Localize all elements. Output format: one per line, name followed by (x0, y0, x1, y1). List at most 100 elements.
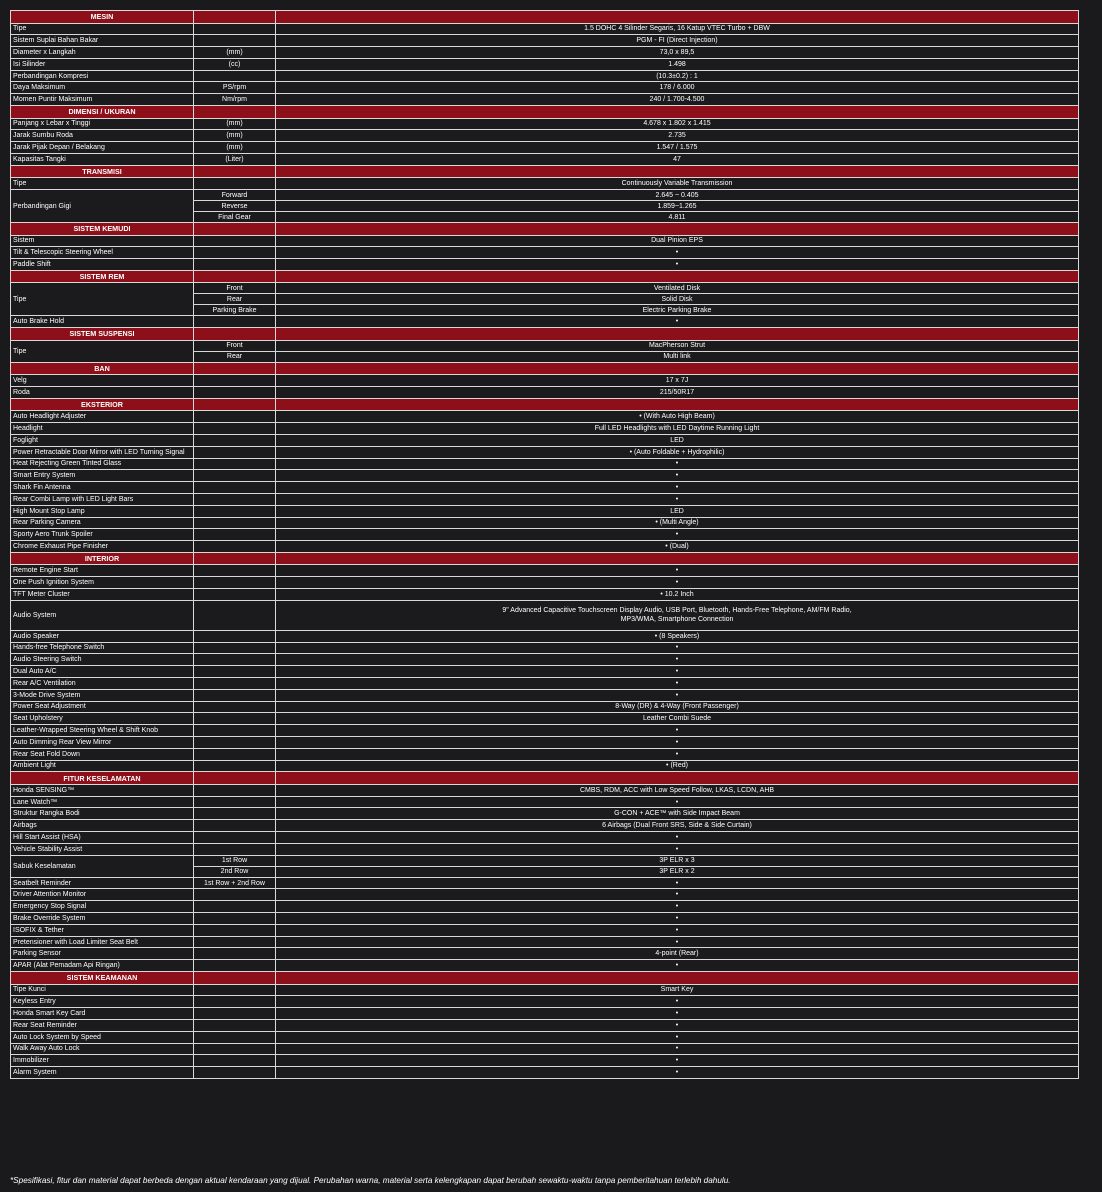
spec-unit (193, 688, 276, 702)
spec-value: • (275, 959, 1079, 973)
section-header-interior: INTERIOR (10, 551, 1079, 566)
spec-label: Chrome Exhaust Pipe Finisher (10, 540, 194, 553)
spec-label: Alarm System (10, 1066, 194, 1079)
spec-unit: 2nd Row (193, 865, 276, 878)
spec-row: Lane Watch™ • (10, 795, 1079, 809)
section-title: SISTEM REM (10, 269, 194, 284)
spec-unit: 1st Row (193, 854, 276, 867)
spec-row: Sabuk Keselamatan 1st Row 3P ELR x 3 (10, 854, 1079, 878)
spec-label: Auto Headlight Adjuster (10, 410, 194, 424)
spec-unit (193, 831, 276, 844)
spec-unit (193, 923, 276, 937)
section-header-mesin: MESIN (10, 10, 1079, 24)
section-header-spacer (275, 551, 1079, 566)
spec-value: 6 Airbags (Dual Front SRS, Side & Side C… (275, 819, 1079, 833)
spec-label: Vehicle Stability Assist (10, 842, 194, 856)
spec-label: ISOFIX & Tether (10, 923, 194, 937)
spec-unit: Final Gear (193, 211, 276, 224)
spec-label: Rear Seat Fold Down (10, 747, 194, 761)
spec-value: • (275, 923, 1079, 937)
spec-label: Panjang x Lebar x Tinggi (10, 117, 194, 131)
spec-unit (193, 665, 276, 678)
spec-label: Tipe (10, 282, 194, 317)
spec-unit (193, 1007, 276, 1020)
spec-row: Audio System 9" Advanced Capacitive Touch… (10, 599, 1079, 631)
spec-row: Seat Upholstery Leather Combi Suede (10, 712, 1079, 726)
spec-row: Emergency Stop Signal • (10, 900, 1079, 914)
spec-unit (193, 795, 276, 809)
spec-label: One Push Ignition System (10, 576, 194, 589)
spec-value: 8-Way (DR) & 4-Way (Front Passenger) (275, 700, 1079, 714)
spec-label: High Mount Stop Lamp (10, 504, 194, 518)
section-header-spacer (193, 105, 276, 119)
spec-row: Final Gear 4.811 (11, 211, 1079, 224)
spec-unit (193, 983, 276, 997)
spec-label: Tipe Kunci (10, 983, 194, 997)
section-title: SISTEM KEMUDI (10, 222, 194, 236)
spec-value: • (275, 1018, 1079, 1032)
spec-row: Tipe Front Ventilated Disk (10, 282, 1079, 317)
spec-unit (193, 386, 276, 399)
spec-row: Daya Maksimum PS/rpm 178 / 6.000 (10, 81, 1079, 95)
spec-label: Honda Smart Key Card (10, 1007, 194, 1020)
spec-value: PGM - FI (Direct Injection) (275, 34, 1079, 48)
spec-row: Auto Headlight Adjuster • (With Auto High… (10, 410, 1079, 424)
spec-label: Hill Start Assist (HSA) (10, 831, 194, 844)
spec-row: Chrome Exhaust Pipe Finisher • (Dual) (10, 540, 1079, 553)
spec-row: Rear Solid Disk (11, 293, 1079, 306)
spec-label: Foglight (10, 433, 194, 447)
spec-row: Sistem Dual Pinion EPS (10, 234, 1079, 248)
section-header-spacer (193, 971, 276, 985)
spec-label: Smart Entry System (10, 469, 194, 483)
spec-row: Ambient Light • (Red) (10, 759, 1079, 773)
spec-label: Honda SENSING™ (10, 783, 194, 797)
spec-row: Headlight Full LED Headlights with LED Da… (10, 422, 1079, 435)
spec-value: • (275, 564, 1079, 578)
spec-row: Roda 215/50R17 (10, 386, 1079, 399)
spec-unit (193, 481, 276, 494)
spec-unit (193, 457, 276, 471)
spec-unit: Front (193, 282, 276, 295)
spec-value: 2.735 (275, 129, 1079, 143)
spec-unit (193, 995, 276, 1009)
spec-label: Seat Upholstery (10, 712, 194, 726)
spec-label: Airbags (10, 819, 194, 833)
section-header-spacer (275, 222, 1079, 236)
spec-row: Perbandingan Gigi Forward 2.645 ~ 0.405 (10, 189, 1079, 224)
spec-value: 1.5 DOHC 4 Silinder Segaris, 16 Katup VT… (275, 22, 1079, 36)
spec-value: • (275, 1030, 1079, 1044)
spec-label: Keyless Entry (10, 995, 194, 1009)
spec-value: (10.3±0.2) : 1 (275, 69, 1079, 83)
spec-row: 3-Mode Drive System • (10, 688, 1079, 702)
spec-unit: PS/rpm (193, 81, 276, 95)
spec-row: Immobilizer • (10, 1054, 1079, 1068)
section-header-spacer (275, 771, 1079, 785)
spec-row: Shark Fin Antenna • (10, 481, 1079, 494)
spec-row: Alarm System • (10, 1066, 1079, 1079)
spec-value: 178 / 6.000 (275, 81, 1079, 95)
spec-value: • (275, 676, 1079, 690)
spec-row: Heat Rejecting Green Tinted Glass • (10, 457, 1079, 471)
spec-unit (193, 564, 276, 578)
spec-unit (193, 935, 276, 949)
spec-unit: Rear (193, 350, 276, 363)
section-header-sistem-kemudi: SISTEM KEMUDI (10, 222, 1079, 236)
spec-value: • (275, 876, 1079, 890)
section-header-dimensi-ukuran: DIMENSI / UKURAN (10, 105, 1079, 119)
spec-value: • (275, 795, 1079, 809)
spec-value: • (275, 469, 1079, 483)
section-header-fitur-keselamatan: FITUR KESELAMATAN (10, 771, 1079, 785)
spec-unit (193, 653, 276, 667)
section-title: DIMENSI / UKURAN (10, 105, 194, 119)
spec-value: 3P ELR x 3 (275, 854, 1079, 867)
spec-value: • (275, 665, 1079, 678)
spec-value: 17 x 7J (275, 374, 1079, 388)
spec-row: Parking Sensor 4-point (Rear) (10, 947, 1079, 961)
spec-value: • (275, 912, 1079, 925)
section-header-sistem-suspensi: SISTEM SUSPENSI (10, 327, 1079, 341)
spec-label: Rear A/C Ventilation (10, 676, 194, 690)
section-title: MESIN (10, 10, 194, 24)
spec-row: Auto Dimming Rear View Mirror • (10, 735, 1079, 749)
spec-unit (193, 783, 276, 797)
spec-unit (193, 912, 276, 925)
